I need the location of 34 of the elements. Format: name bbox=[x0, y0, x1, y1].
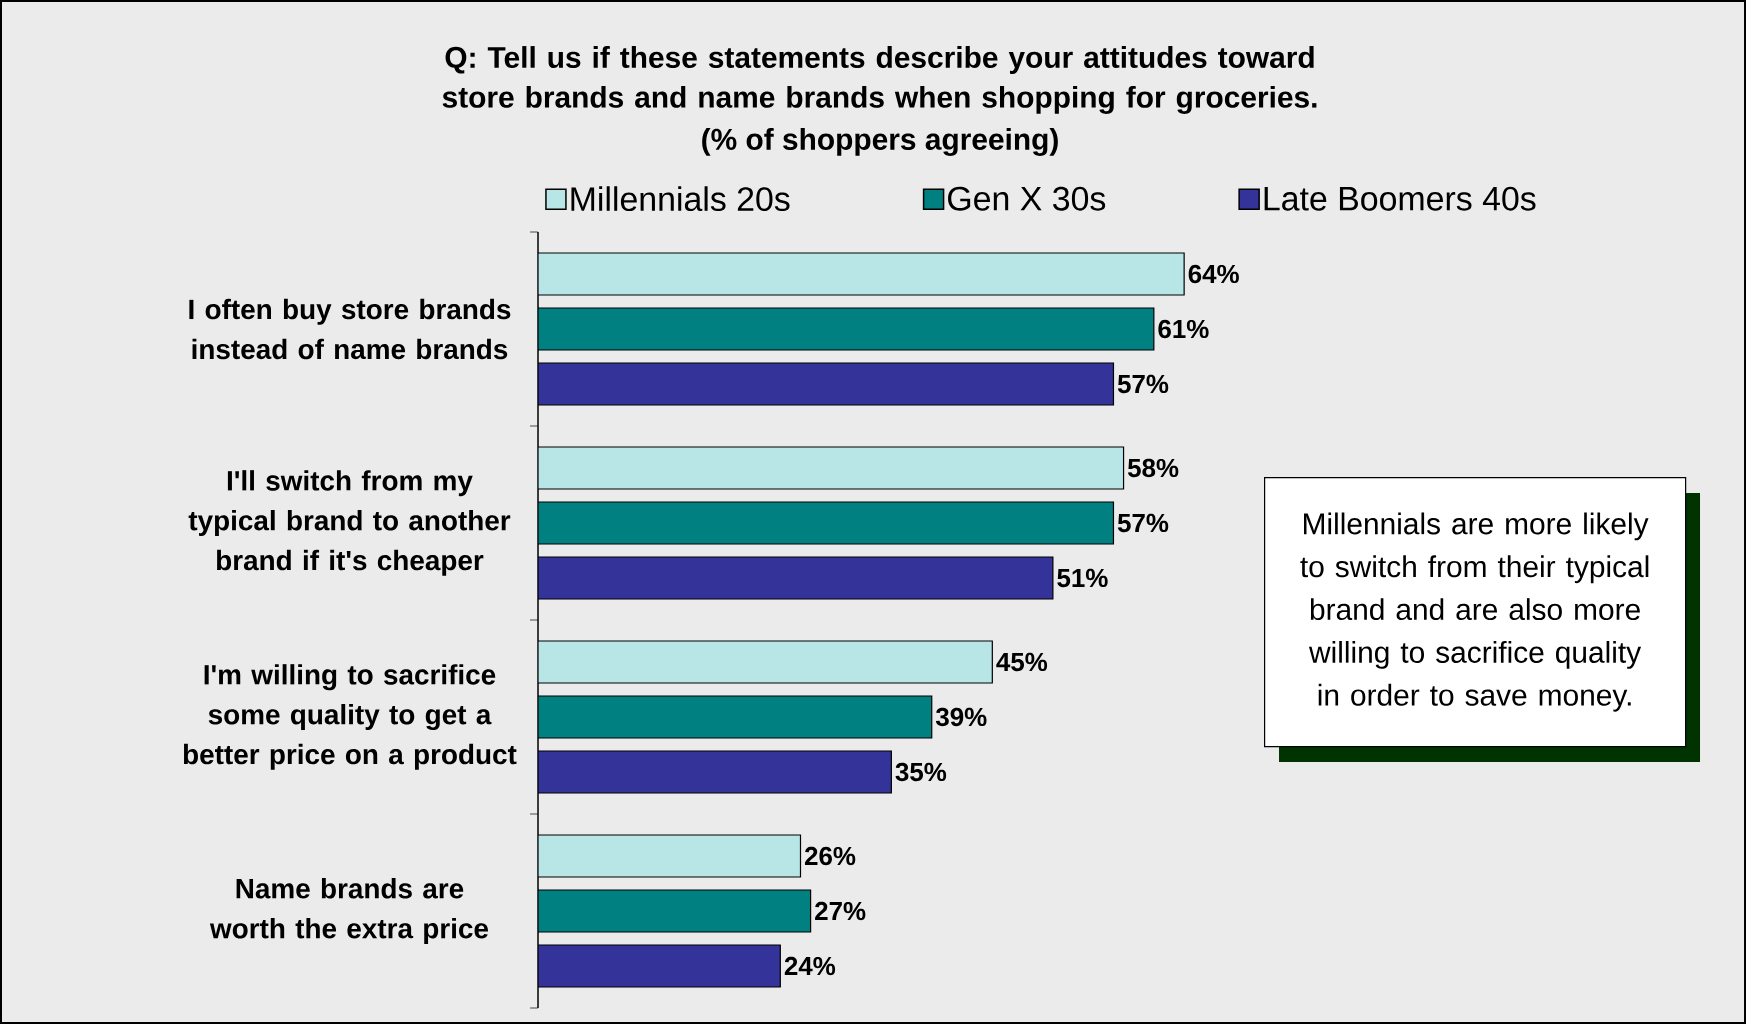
chart-subtitle: (% of shoppers agreeing) bbox=[702, 128, 1058, 156]
y-tick-label: I often buy store brands instead of name brands bbox=[189, 298, 511, 360]
data-label: 57% bbox=[1117, 513, 1169, 533]
bar bbox=[538, 556, 1054, 600]
y-tick-label: I'm willing to sacrifice some quality to get a better price on a product bbox=[183, 664, 517, 770]
data-label: 24% bbox=[784, 956, 836, 976]
bar bbox=[538, 944, 781, 988]
data-label: 64% bbox=[1188, 264, 1239, 284]
chart-title: Q: Tell us if these statements describe your attitudes toward store brands and name brands when shopping for groceries. bbox=[442, 46, 1317, 114]
legend-label: Gen X 30s bbox=[948, 186, 1106, 211]
bar bbox=[538, 446, 1125, 490]
bar bbox=[538, 750, 892, 794]
data-label: 39% bbox=[935, 707, 987, 727]
data-label: 51% bbox=[1057, 568, 1108, 588]
data-label: 61% bbox=[1158, 319, 1209, 339]
bar bbox=[538, 695, 933, 739]
data-label: 57% bbox=[1117, 374, 1169, 394]
y-tick-label: Name brands are worth the extra price bbox=[209, 878, 489, 944]
data-label: 27% bbox=[815, 901, 866, 921]
y-tick-label: I'll switch from my typical brand to another brand if it's cheaper bbox=[188, 470, 511, 576]
bar bbox=[538, 834, 802, 878]
data-label: 58% bbox=[1127, 458, 1179, 478]
data-label: 35% bbox=[895, 762, 947, 782]
text: Millennials are more likely to switch from their typical brand and are also more willing to sacrifice quality in order to save money. bbox=[1300, 512, 1649, 712]
bar bbox=[538, 889, 812, 933]
legend-label: Late Boomers 40s bbox=[1264, 186, 1536, 211]
bar bbox=[538, 362, 1115, 406]
bar bbox=[538, 252, 1185, 296]
bar bbox=[538, 307, 1155, 351]
data-label: 45% bbox=[996, 652, 1048, 672]
bar bbox=[538, 640, 993, 684]
bar bbox=[538, 501, 1115, 545]
legend-label: Millennials 20s bbox=[571, 186, 790, 212]
data-label: 26% bbox=[804, 846, 856, 866]
